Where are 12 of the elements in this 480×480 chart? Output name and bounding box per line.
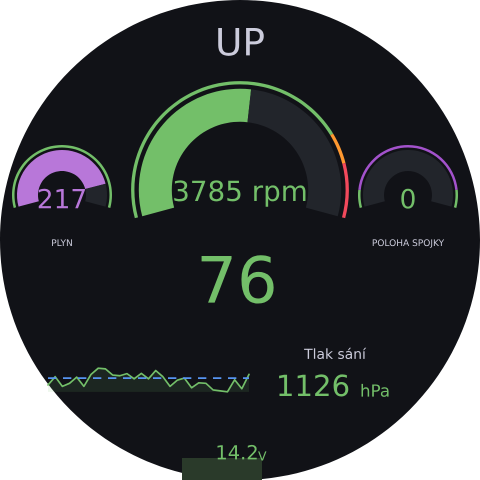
chart-title: UP [218, 28, 264, 56]
text: V [258, 451, 266, 460]
text: PLYN [52, 239, 72, 246]
text: POLOHA SPOJKY [372, 239, 444, 248]
text: Tlak sání [304, 348, 366, 360]
text: 1126 [279, 374, 348, 396]
text: 14.2 [217, 444, 257, 460]
text: 0 [401, 188, 415, 209]
text: hPa [362, 384, 389, 397]
text: 76 [202, 255, 274, 304]
text: 3785 rpm [174, 180, 306, 207]
text: 217 [38, 188, 85, 208]
